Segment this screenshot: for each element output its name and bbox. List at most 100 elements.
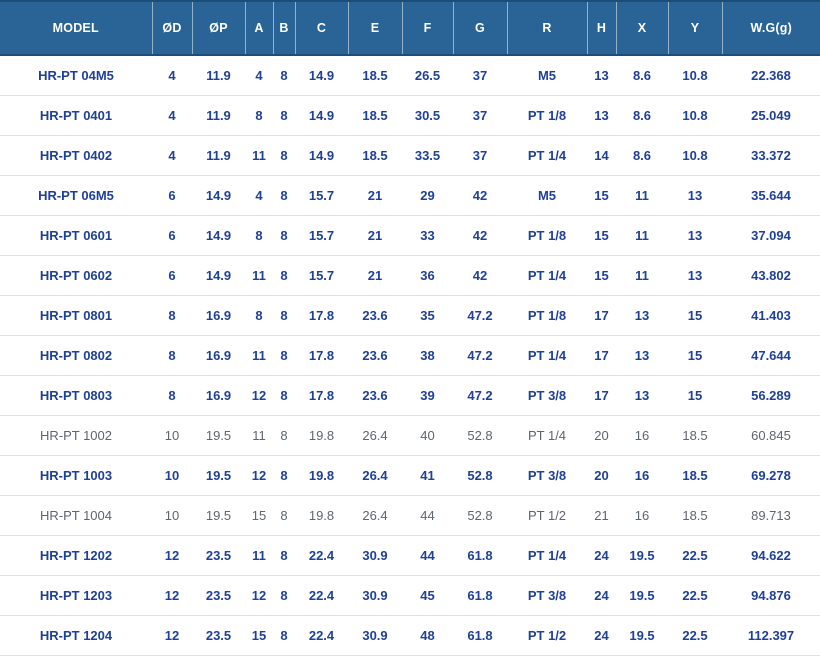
cell-model: HR-PT 0801 bbox=[0, 295, 152, 336]
cell: 16.9 bbox=[192, 335, 245, 376]
cell: 13 bbox=[616, 375, 668, 416]
cell: 8.6 bbox=[616, 95, 668, 136]
column-header-g: G bbox=[452, 0, 507, 56]
cell: 11 bbox=[616, 175, 668, 216]
cell-model: HR-PT 0602 bbox=[0, 255, 152, 296]
cell: 13 bbox=[668, 175, 722, 216]
cell: 23.6 bbox=[348, 375, 402, 416]
cell: 8 bbox=[273, 295, 295, 336]
cell: PT 1/4 bbox=[507, 335, 587, 376]
cell: 4 bbox=[152, 95, 192, 136]
cell: 13 bbox=[668, 215, 722, 256]
cell: 8 bbox=[273, 495, 295, 536]
cell: 22.4 bbox=[295, 535, 348, 576]
cell: 33.5 bbox=[402, 135, 453, 176]
cell: 17.8 bbox=[295, 335, 348, 376]
cell: 26.4 bbox=[348, 455, 402, 496]
cell: 44 bbox=[402, 495, 453, 536]
cell: PT 1/4 bbox=[507, 255, 587, 296]
cell: 18.5 bbox=[348, 95, 402, 136]
cell: 8 bbox=[152, 295, 192, 336]
cell: 61.8 bbox=[453, 615, 507, 656]
cell: 22.4 bbox=[295, 575, 348, 616]
cell: 22.5 bbox=[668, 575, 722, 616]
cell: 12 bbox=[245, 575, 273, 616]
cell: 12 bbox=[152, 575, 192, 616]
cell: 16 bbox=[616, 495, 668, 536]
cell: 42 bbox=[453, 255, 507, 296]
cell: 8 bbox=[273, 455, 295, 496]
cell: PT 3/8 bbox=[507, 455, 587, 496]
cell: 6 bbox=[152, 255, 192, 296]
cell: 23.6 bbox=[348, 335, 402, 376]
cell: 14.9 bbox=[192, 175, 245, 216]
cell-model: HR-PT 1004 bbox=[0, 495, 152, 536]
table-body: HR-PT 04M5 4 11.9 4 8 14.9 18.5 26.5 37 M5 13 8.6 10… bbox=[0, 55, 820, 656]
cell: 4 bbox=[152, 135, 192, 176]
cell: 20 bbox=[587, 415, 616, 456]
cell: 15 bbox=[245, 495, 273, 536]
cell: 17.8 bbox=[295, 295, 348, 336]
cell: 47.2 bbox=[453, 375, 507, 416]
cell: 10.8 bbox=[668, 95, 722, 136]
cell: PT 1/4 bbox=[507, 135, 587, 176]
cell: 33 bbox=[402, 215, 453, 256]
cell: 10.8 bbox=[668, 135, 722, 176]
cell: 8.6 bbox=[616, 55, 668, 96]
cell: 94.876 bbox=[722, 575, 820, 616]
table-row: HR-PT 0802 8 16.9 11 8 17.8 23.6 38 47.2 PT 1/4 17… bbox=[0, 335, 820, 376]
cell: 18.5 bbox=[348, 55, 402, 96]
cell: 11.9 bbox=[192, 135, 245, 176]
cell: 15.7 bbox=[295, 175, 348, 216]
cell: 19.5 bbox=[616, 575, 668, 616]
cell: 12 bbox=[245, 455, 273, 496]
cell-model: HR-PT 0401 bbox=[0, 95, 152, 136]
cell-model: HR-PT 0803 bbox=[0, 375, 152, 416]
cell: 15 bbox=[587, 175, 616, 216]
cell: 11 bbox=[616, 255, 668, 296]
cell: 10.8 bbox=[668, 55, 722, 96]
cell: 13 bbox=[668, 255, 722, 296]
column-header-y: Y bbox=[667, 0, 722, 56]
cell: 4 bbox=[245, 175, 273, 216]
cell-model: HR-PT 0402 bbox=[0, 135, 152, 176]
cell: 15 bbox=[587, 215, 616, 256]
cell: 69.278 bbox=[722, 455, 820, 496]
cell: M5 bbox=[507, 55, 587, 96]
cell: PT 3/8 bbox=[507, 575, 587, 616]
table-row: HR-PT 1202 12 23.5 11 8 22.4 30.9 44 61.8 PT 1/4 2… bbox=[0, 535, 820, 576]
cell: 41 bbox=[402, 455, 453, 496]
cell: 6 bbox=[152, 215, 192, 256]
column-header-x: X bbox=[615, 0, 668, 56]
cell: 15 bbox=[245, 615, 273, 656]
cell: 61.8 bbox=[453, 535, 507, 576]
cell: 18.5 bbox=[668, 495, 722, 536]
column-header-a: A bbox=[244, 0, 273, 56]
cell: PT 1/8 bbox=[507, 215, 587, 256]
cell: 19.8 bbox=[295, 415, 348, 456]
cell: 6 bbox=[152, 175, 192, 216]
cell: 8 bbox=[273, 335, 295, 376]
cell: 8 bbox=[273, 415, 295, 456]
cell: 20 bbox=[587, 455, 616, 496]
cell: 15 bbox=[587, 255, 616, 296]
table-row: HR-PT 04M5 4 11.9 4 8 14.9 18.5 26.5 37 M5 13 8.6 10… bbox=[0, 55, 820, 96]
cell: 8 bbox=[273, 175, 295, 216]
cell: 22.5 bbox=[668, 615, 722, 656]
column-header-h: H bbox=[586, 0, 616, 56]
column-header-b: B bbox=[272, 0, 295, 56]
table-row: HR-PT 0401 4 11.9 8 8 14.9 18.5 30.5 37 PT 1/8 13 8… bbox=[0, 95, 820, 136]
cell: 37 bbox=[453, 95, 507, 136]
cell: 14.9 bbox=[295, 55, 348, 96]
cell: 11 bbox=[245, 335, 273, 376]
cell: 15.7 bbox=[295, 215, 348, 256]
cell: 19.5 bbox=[192, 495, 245, 536]
cell: PT 1/4 bbox=[507, 415, 587, 456]
cell: 8 bbox=[273, 375, 295, 416]
cell: 21 bbox=[587, 495, 616, 536]
cell: 8.6 bbox=[616, 135, 668, 176]
cell: 8 bbox=[273, 95, 295, 136]
column-header-d: ØD bbox=[151, 0, 192, 56]
cell: 16.9 bbox=[192, 375, 245, 416]
